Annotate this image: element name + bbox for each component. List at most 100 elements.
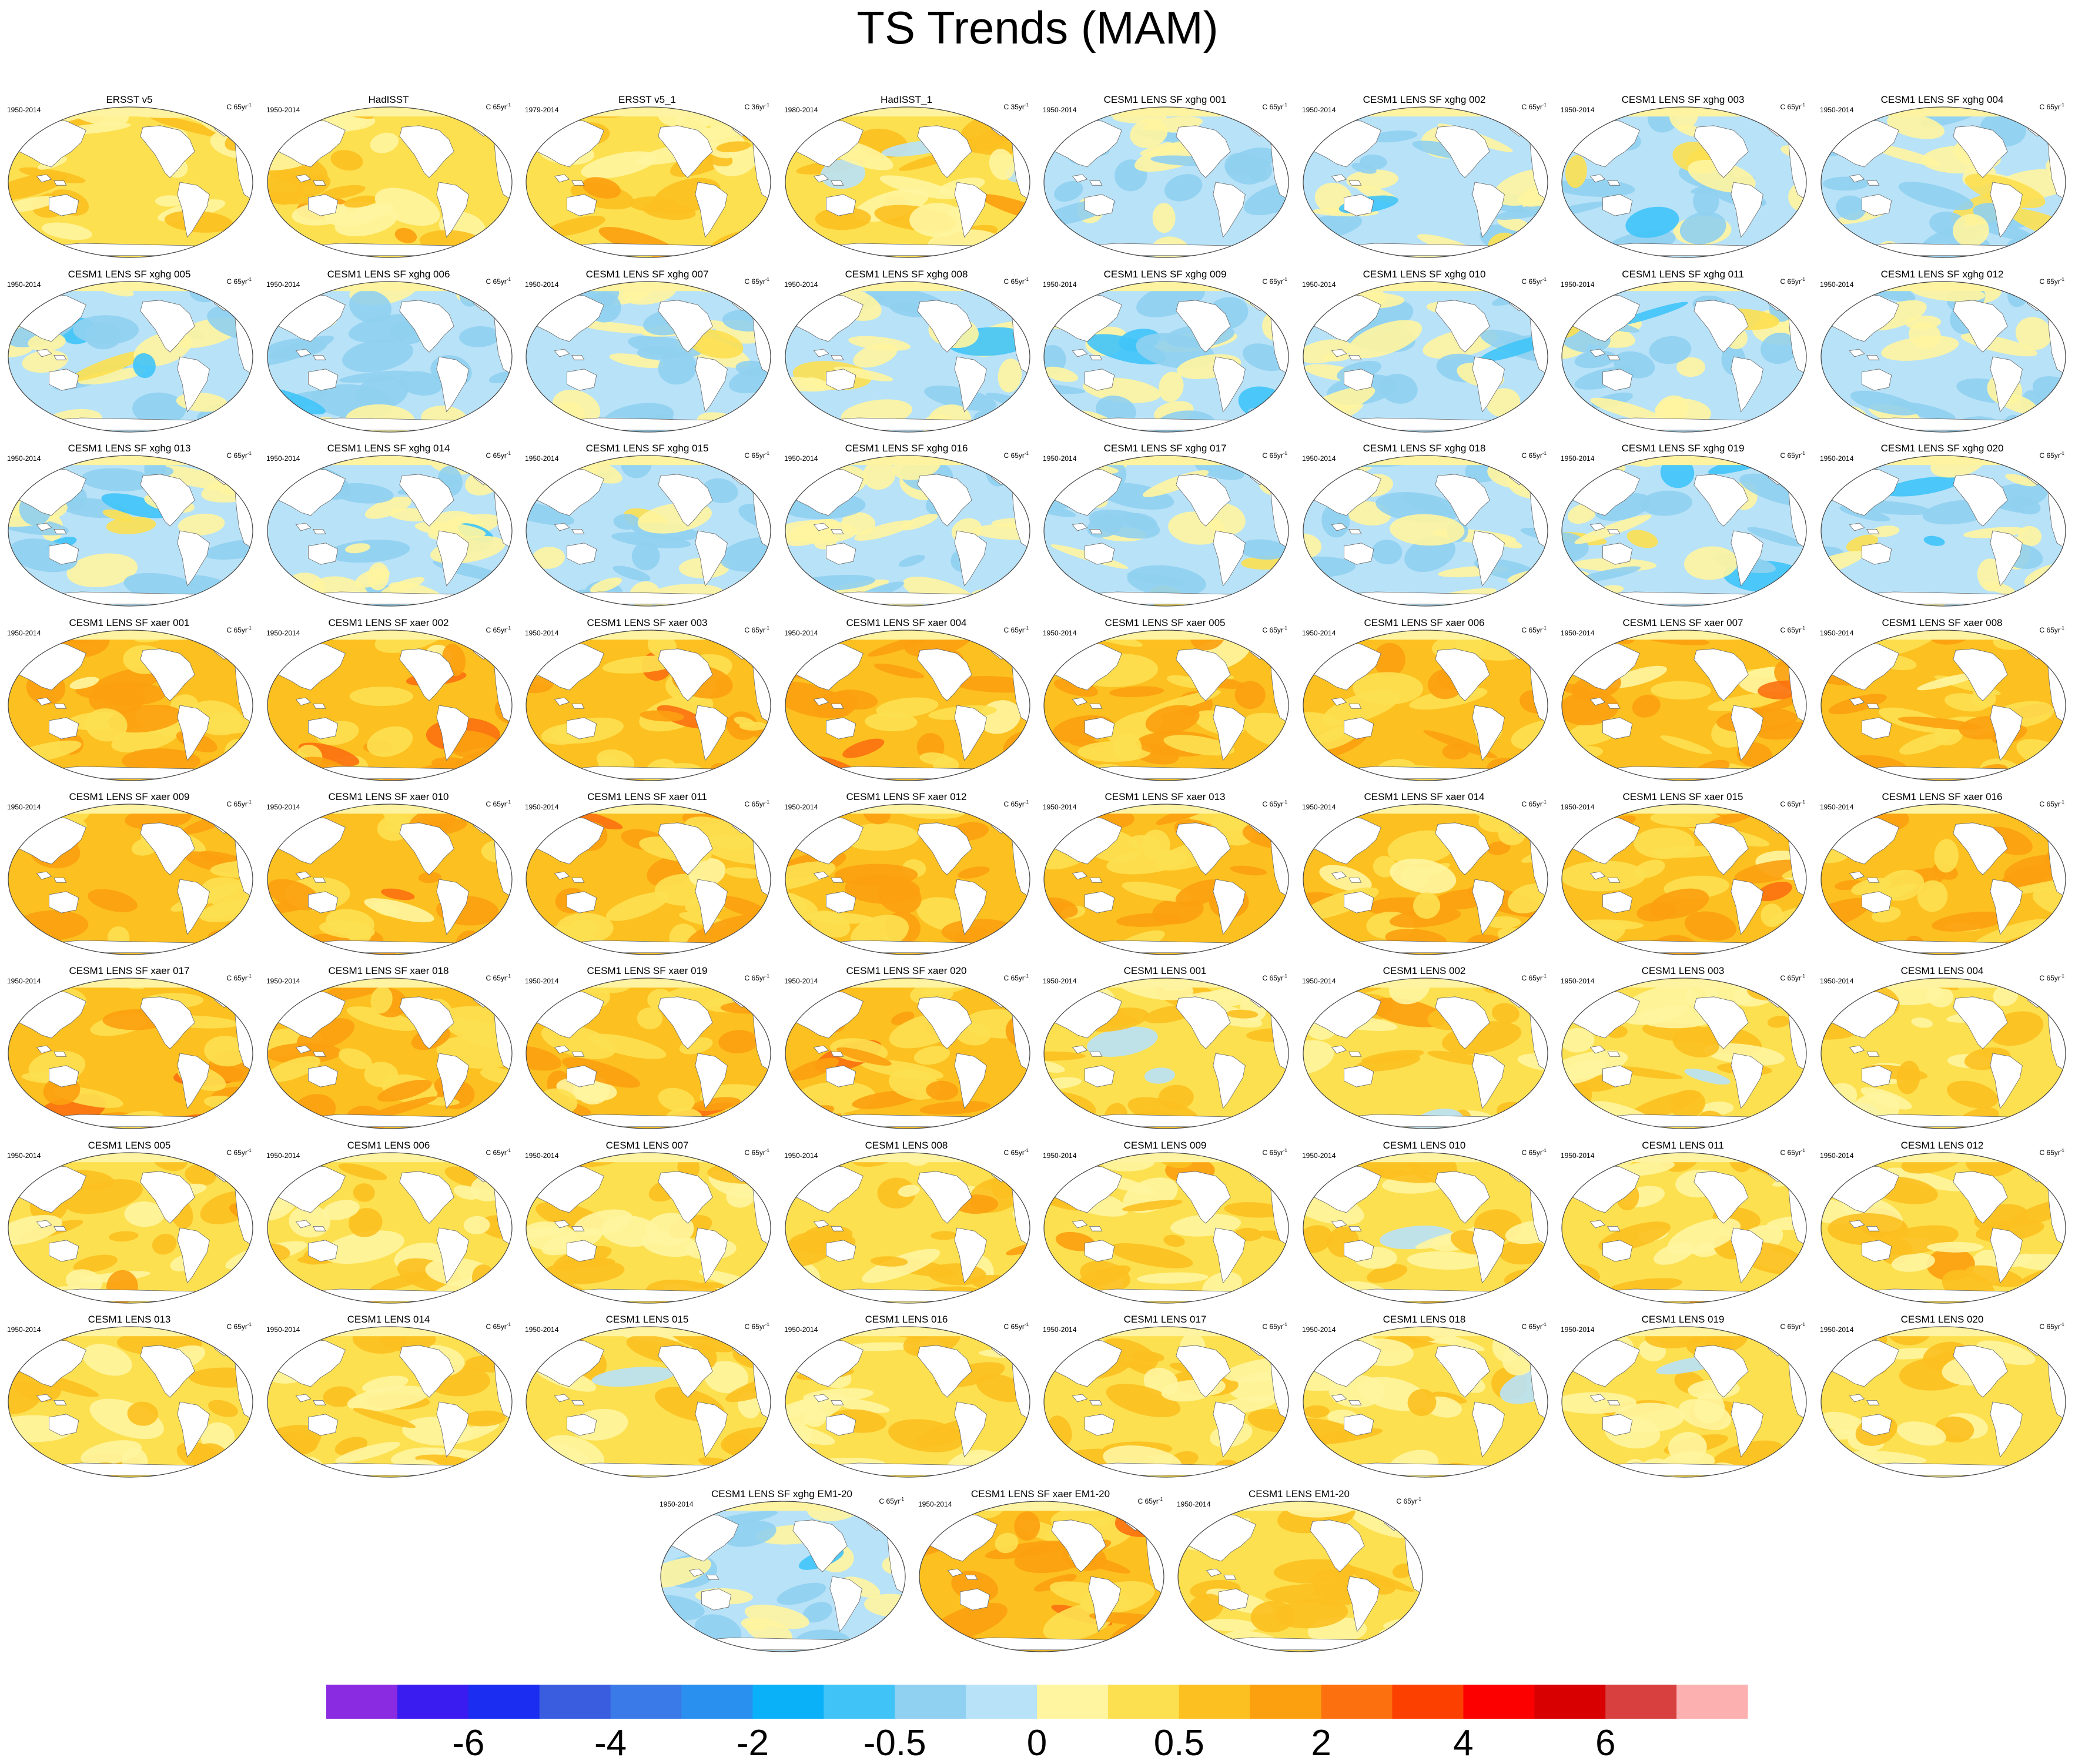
map-outline bbox=[267, 106, 513, 258]
trend-anomaly bbox=[1366, 1168, 1433, 1183]
trend-map bbox=[526, 281, 771, 433]
land-mass bbox=[1176, 300, 1231, 353]
land-mass bbox=[571, 704, 585, 709]
map-panel: CESM1 LENS SF xaer 019 1950-2014 C 65yr-1 bbox=[518, 959, 777, 1133]
land-mass bbox=[313, 1052, 326, 1057]
trend-anomaly bbox=[1250, 1601, 1295, 1633]
arctic-band bbox=[1869, 1153, 2017, 1163]
panel-units-text: C 65yr bbox=[1521, 451, 1542, 460]
land-mass bbox=[1331, 1045, 1347, 1054]
trend-anomaly bbox=[741, 1617, 768, 1631]
map-outline bbox=[1820, 281, 2066, 433]
land-mass bbox=[177, 182, 210, 238]
arctic-band bbox=[834, 107, 982, 117]
trend-map bbox=[8, 630, 253, 781]
trend-anomaly bbox=[1668, 1432, 1707, 1463]
land-mass bbox=[1314, 1114, 1538, 1127]
trend-anomaly bbox=[367, 726, 413, 757]
panel-period: 1950-2014 bbox=[266, 1152, 300, 1160]
land-mass bbox=[1435, 125, 1490, 178]
trend-anomaly bbox=[954, 926, 987, 943]
arctic-band bbox=[834, 978, 982, 988]
trend-map bbox=[267, 455, 513, 607]
panel-units-text: C 65yr bbox=[486, 626, 507, 634]
land-mass bbox=[571, 180, 585, 186]
panel-units-text: C 65yr bbox=[226, 800, 247, 808]
trend-anomaly bbox=[330, 150, 363, 171]
land-mass bbox=[1866, 1052, 1880, 1057]
land-mass bbox=[399, 996, 454, 1049]
panel-units: C 65yr-1 bbox=[1003, 625, 1029, 634]
trend-map bbox=[526, 978, 771, 1129]
land-mass bbox=[19, 1462, 243, 1476]
panel-units-text: C 65yr bbox=[486, 1149, 507, 1157]
trend-anomaly bbox=[1860, 1087, 1912, 1110]
map-panel: CESM1 LENS SF xghg 014 1950-2014 C 65yr-1 bbox=[259, 437, 518, 610]
map-outline bbox=[785, 106, 1030, 258]
panel-units: C 65yr-1 bbox=[226, 102, 252, 111]
trend-anomaly bbox=[1917, 880, 1948, 912]
panel-units: C 65yr-1 bbox=[744, 277, 769, 286]
land-mass bbox=[813, 349, 829, 357]
arctic-band bbox=[574, 1153, 722, 1163]
map-outline bbox=[526, 1326, 771, 1478]
panel-period: 1950-2014 bbox=[1820, 1325, 1854, 1334]
panel-period: 1950-2014 bbox=[525, 977, 559, 985]
land-mass bbox=[571, 355, 585, 360]
panel-units-text: C 65yr bbox=[1521, 626, 1542, 634]
panel-units-text: C 65yr bbox=[744, 1323, 765, 1331]
land-mass bbox=[1694, 125, 1749, 178]
trend-anomaly bbox=[1130, 118, 1168, 148]
colorbar-swatch bbox=[824, 1685, 895, 1719]
panel-period: 1950-2014 bbox=[525, 629, 559, 637]
panel-title: CESM1 LENS 006 bbox=[347, 1140, 430, 1151]
panel-units: C 65yr-1 bbox=[1003, 973, 1029, 982]
panel-units: C 65yr-1 bbox=[744, 1322, 769, 1331]
panel-units-text: C 65yr bbox=[879, 1497, 900, 1505]
map-outline bbox=[785, 804, 1030, 955]
land-mass bbox=[1055, 1462, 1279, 1476]
trend-anomaly bbox=[645, 1213, 694, 1246]
panel-period: 1950-2014 bbox=[1820, 977, 1854, 985]
trend-map bbox=[1303, 1152, 1548, 1304]
panel-title: CESM1 LENS 020 bbox=[1900, 1314, 1984, 1325]
land-mass bbox=[177, 879, 210, 935]
trend-anomaly bbox=[8, 804, 35, 822]
map-outline bbox=[1561, 281, 1807, 433]
panel-title: CESM1 LENS SF xaer 006 bbox=[1364, 617, 1485, 628]
land-mass bbox=[313, 180, 326, 186]
panel-units: C 65yr-1 bbox=[1521, 625, 1547, 634]
map-outline bbox=[1043, 630, 1289, 781]
land-mass bbox=[1055, 1114, 1279, 1127]
trend-anomaly bbox=[1821, 1411, 1867, 1434]
trend-anomaly bbox=[453, 1185, 480, 1200]
trend-anomaly bbox=[840, 1639, 875, 1652]
land-mass bbox=[1472, 879, 1505, 935]
land-mass bbox=[796, 766, 1020, 779]
panel-units-text: C 65yr bbox=[486, 103, 507, 111]
land-mass bbox=[1990, 356, 2023, 413]
trend-anomaly bbox=[1369, 998, 1446, 1027]
land-mass bbox=[19, 417, 243, 431]
land-mass bbox=[796, 1288, 1020, 1302]
trend-anomaly bbox=[1044, 381, 1086, 394]
trend-anomaly bbox=[1676, 357, 1705, 377]
trend-map bbox=[1820, 630, 2066, 781]
land-mass bbox=[1176, 125, 1231, 178]
map-panel: CESM1 LENS SF xaer 002 1950-2014 C 65yr-1 bbox=[259, 611, 518, 785]
trend-anomaly bbox=[815, 207, 871, 230]
map-outline bbox=[1561, 1152, 1807, 1304]
land-mass bbox=[1572, 1114, 1796, 1127]
land-mass bbox=[1055, 417, 1279, 431]
land-mass bbox=[1435, 474, 1490, 527]
arctic-band bbox=[1610, 804, 1758, 814]
panel-units: C 65yr-1 bbox=[1521, 973, 1547, 982]
panel-units: C 65yr-1 bbox=[2039, 799, 2064, 808]
land-mass bbox=[1731, 1053, 1763, 1109]
trend-map bbox=[1303, 804, 1548, 955]
land-mass bbox=[1314, 940, 1538, 953]
trend-map bbox=[1043, 978, 1289, 1129]
land-mass bbox=[1607, 1052, 1621, 1057]
land-mass bbox=[1849, 871, 1865, 880]
land-mass bbox=[571, 878, 585, 883]
